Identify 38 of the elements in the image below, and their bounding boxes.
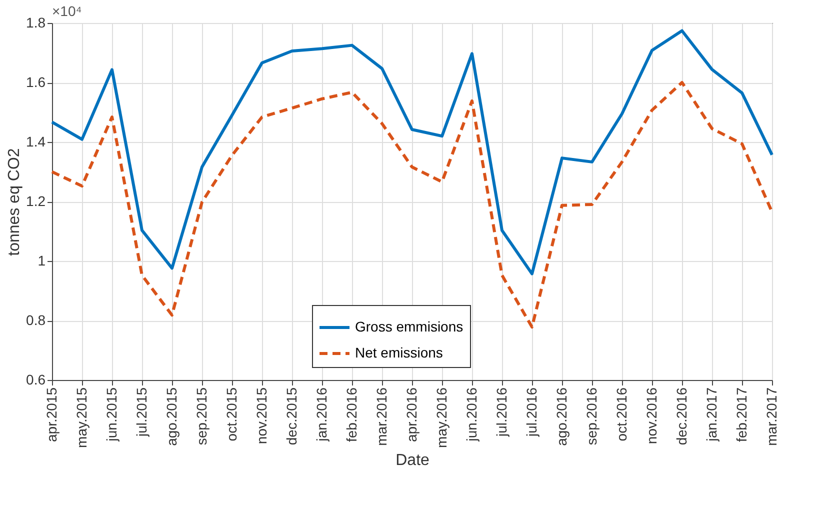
y-tick-label: 1.8 [26,14,46,30]
x-tick-label: mar.2016 [374,387,390,446]
x-tick-label: jul.2015 [134,387,150,438]
legend-label: Net emissions [355,344,443,360]
y-tick-label: 1 [38,252,46,268]
x-tick-label: may.2015 [74,387,90,448]
x-tick-label: may.2016 [434,387,450,448]
y-tick-label: 0.6 [26,372,46,388]
x-tick-label: dec.2015 [284,387,300,446]
x-tick-label: jan.2016 [314,387,330,442]
x-tick-label: mar.2017 [764,387,780,446]
x-tick-label: oct.2015 [224,387,240,442]
x-tick-label: apr.2016 [404,387,420,442]
x-tick-label: jun.2016 [464,387,480,442]
x-tick-label: jun.2015 [104,387,120,442]
x-tick-label: apr.2015 [44,387,60,442]
y-tick-label: 1.2 [26,193,46,209]
line-series [50,29,774,276]
x-tick-label: dec.2016 [674,387,690,446]
x-tick-label: feb.2017 [734,387,750,442]
x-tick-label: jan.2017 [704,387,720,442]
legend-label: Gross emmisions [355,318,464,334]
x-tick-label: nov.2015 [254,387,270,444]
x-tick-label: sep.2015 [194,387,210,446]
text: ×10⁴ [52,3,82,19]
x-tick-label: nov.2016 [644,387,660,444]
x-tick-label: ago.2016 [554,387,570,446]
x-tick-label: sep.2016 [584,387,600,446]
y-tick-label: 1.4 [26,134,46,150]
y-tick-label: 0.8 [26,312,46,328]
x-tick-label: ago.2015 [164,387,180,446]
x-tick-label: feb.2016 [344,387,360,442]
x-axis-title: Date [396,452,430,469]
x-tick-label: jul.2016 [494,387,510,438]
y-tick-label: 1.6 [26,74,46,90]
x-tick-label: oct.2016 [614,387,630,442]
x-tick-label: jul.2016 [524,387,540,438]
y-axis-title: tonnes eq CO2 [6,148,24,256]
